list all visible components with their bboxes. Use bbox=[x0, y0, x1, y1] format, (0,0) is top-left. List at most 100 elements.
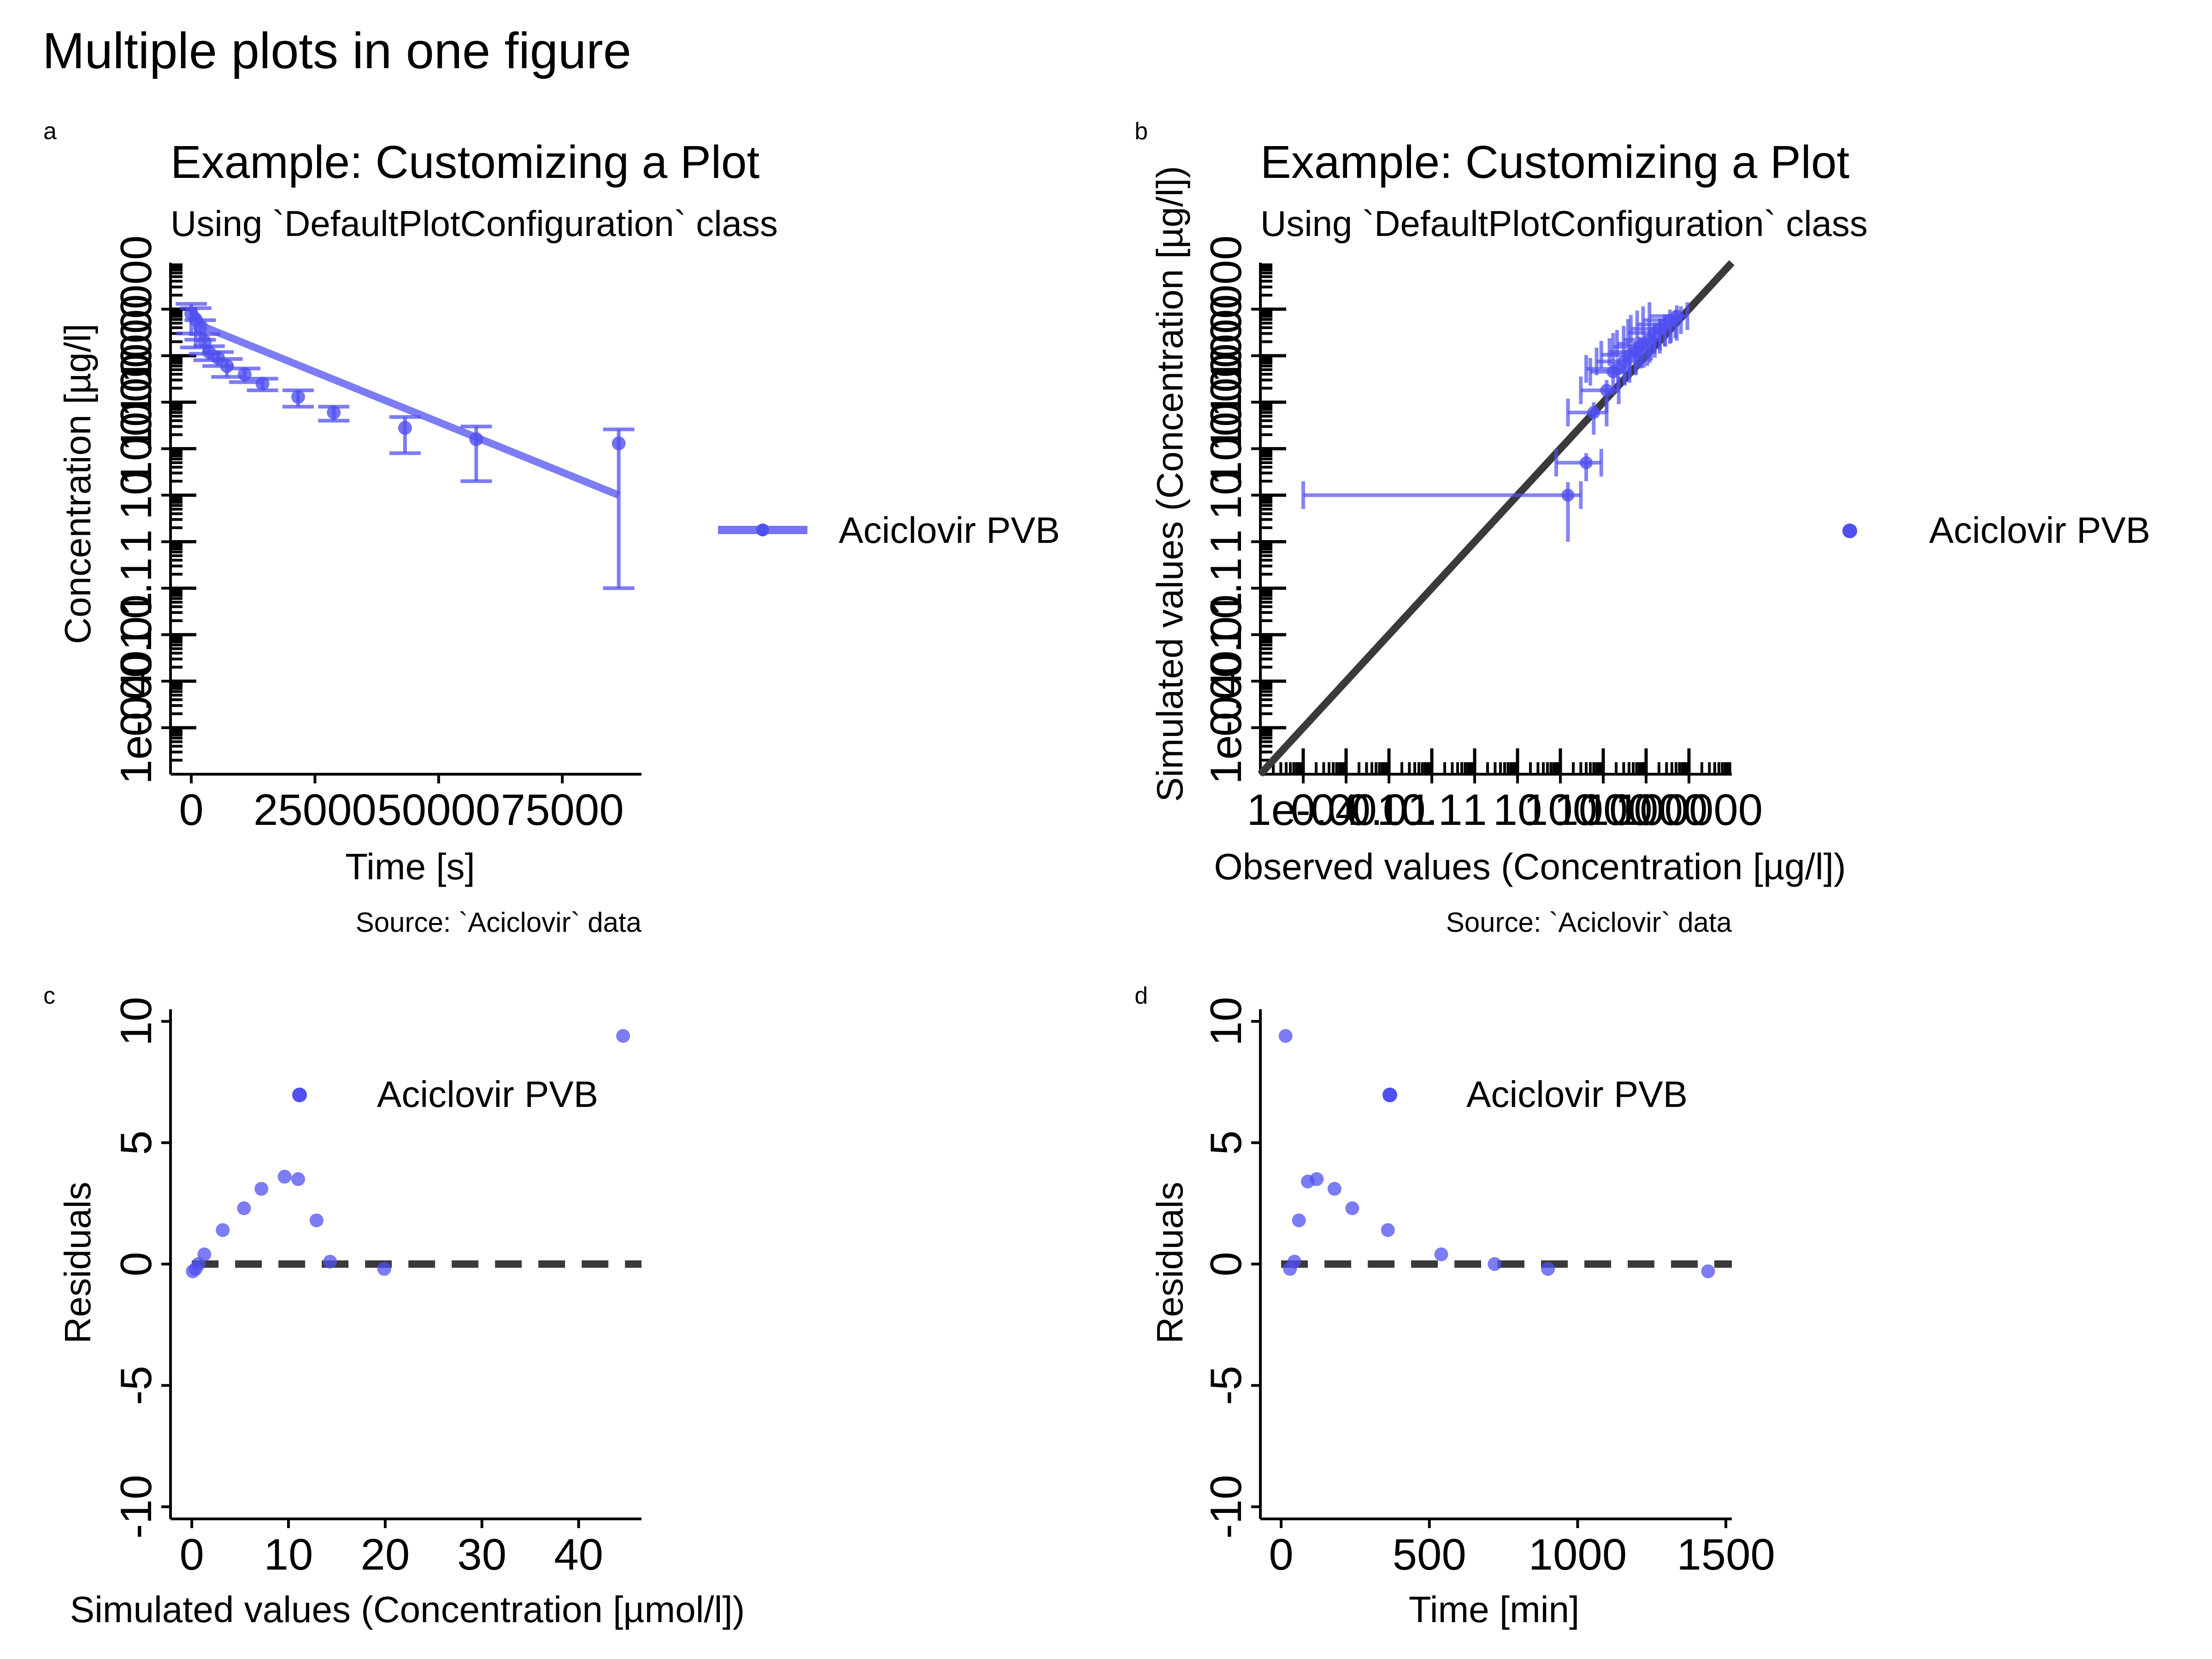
panel-d-legend-label: Aciclovir PVB bbox=[1466, 1074, 1688, 1115]
panel-a-observed-point bbox=[291, 390, 305, 404]
panel-a-legend-key-point bbox=[756, 524, 769, 536]
panel-d-tag: d bbox=[1135, 982, 1148, 1009]
panel-d-residual-point bbox=[1310, 1172, 1324, 1186]
x-tick-label: 1 bbox=[1462, 785, 1487, 835]
panel-a-observed-point bbox=[327, 406, 341, 420]
y-tick-label: 10 bbox=[112, 997, 161, 1046]
panel-a-legend-label: Aciclovir PVB bbox=[839, 510, 1060, 551]
panel-b: b Example: Customizing a Plot Using `Def… bbox=[1135, 118, 2150, 938]
y-tick-label: -5 bbox=[1201, 1366, 1251, 1405]
y-tick-label: -5 bbox=[112, 1366, 161, 1405]
panel-a-observed-point bbox=[193, 321, 207, 335]
y-tick-label: 1000 bbox=[1201, 353, 1251, 452]
y-tick-label: 0.1 bbox=[1201, 558, 1251, 619]
x-tick-label: 1e-04 bbox=[1247, 785, 1360, 835]
panel-b-data-point bbox=[1587, 406, 1600, 419]
panel-b-caption: Source: `Aciclovir` data bbox=[1446, 907, 1732, 938]
panel-a-y-axis-title: Concentration [µg/l] bbox=[57, 324, 98, 644]
y-tick-label: 0 bbox=[1201, 1252, 1251, 1276]
panel-c-tag: c bbox=[43, 982, 55, 1009]
panel-a-caption: Source: `Aciclovir` data bbox=[356, 907, 642, 938]
x-tick-label: 20 bbox=[360, 1530, 410, 1579]
panel-a-observed-point bbox=[255, 377, 270, 391]
panel-d-legend: Aciclovir PVB bbox=[1382, 1074, 1688, 1115]
panel-c-residual-point bbox=[323, 1254, 337, 1269]
panel-a-title: Example: Customizing a Plot bbox=[171, 136, 760, 188]
panel-a: a Example: Customizing a Plot Using `Def… bbox=[43, 118, 1060, 938]
x-tick-label: 0.1 bbox=[1401, 785, 1462, 835]
panel-c-residual-point bbox=[237, 1201, 251, 1215]
panel-d-residual-point bbox=[1488, 1257, 1502, 1271]
x-tick-label: 0 bbox=[179, 785, 203, 835]
y-tick-label: 10 bbox=[1201, 471, 1251, 520]
y-tick-label: 10000 bbox=[112, 294, 161, 417]
panel-b-x-axis-title: Observed values (Concentration [µg/l]) bbox=[1214, 846, 1846, 887]
y-tick-label: 0.001 bbox=[112, 626, 161, 736]
x-tick-label: 100 bbox=[1524, 785, 1597, 835]
y-tick-label: 100000 bbox=[112, 235, 161, 383]
panel-d-y-axis-title: Residuals bbox=[1149, 1182, 1190, 1343]
y-tick-label: -10 bbox=[1201, 1475, 1251, 1539]
panel-d-residual-point bbox=[1278, 1029, 1293, 1043]
panel-c-residual-point bbox=[277, 1170, 292, 1184]
panel-a-legend: Aciclovir PVB bbox=[718, 510, 1060, 551]
panel-d-residual-point bbox=[1434, 1247, 1448, 1261]
panel-b-legend-label: Aciclovir PVB bbox=[1929, 510, 2150, 551]
y-tick-label: 0.001 bbox=[1201, 626, 1251, 736]
x-tick-label: 0 bbox=[179, 1530, 204, 1579]
panel-d-x-ticks: 0 500 1000 1500 bbox=[1260, 1518, 1775, 1579]
panel-a-x-axis-title: Time [s] bbox=[345, 846, 475, 887]
panel-d-marks bbox=[1278, 1029, 1732, 1278]
panel-a-observed-point bbox=[469, 432, 483, 447]
panel-c-legend-key-point bbox=[292, 1088, 307, 1102]
panel-c: c Simulated values (Concentration [µmol/… bbox=[43, 982, 745, 1630]
panel-c-residual-point bbox=[291, 1172, 306, 1186]
panel-d-legend-key-point bbox=[1382, 1088, 1397, 1102]
panel-b-title: Example: Customizing a Plot bbox=[1260, 136, 1850, 188]
y-tick-label: 1000 bbox=[112, 353, 161, 452]
panel-b-legend-key-point bbox=[1842, 524, 1857, 538]
x-tick-label: 30 bbox=[457, 1530, 506, 1579]
x-tick-label: 10 bbox=[264, 1530, 313, 1579]
y-tick-label: 10 bbox=[112, 471, 161, 520]
y-tick-label: 1e-04 bbox=[1201, 671, 1251, 784]
x-tick-label: 10000 bbox=[1585, 785, 1708, 835]
x-tick-label: 25000 bbox=[253, 785, 377, 835]
y-tick-label: 100 bbox=[1201, 412, 1251, 486]
panel-c-legend: Aciclovir PVB bbox=[292, 1074, 598, 1115]
panel-c-residual-point bbox=[309, 1213, 324, 1228]
y-tick-label: 1 bbox=[112, 529, 161, 554]
panel-a-tag: a bbox=[43, 118, 57, 145]
panel-d-residual-point bbox=[1327, 1182, 1341, 1196]
panel-d-residual-point bbox=[1541, 1262, 1555, 1276]
panel-c-residual-point bbox=[197, 1247, 212, 1261]
x-tick-label: 40 bbox=[554, 1530, 603, 1579]
panel-a-observed-point bbox=[220, 359, 234, 373]
panel-a-marks bbox=[176, 302, 635, 590]
panel-b-data-point bbox=[1561, 488, 1575, 502]
panel-b-legend: Aciclovir PVB bbox=[1842, 510, 2150, 551]
panel-d-residual-point bbox=[1287, 1254, 1301, 1269]
panel-a-observed-point bbox=[612, 436, 626, 451]
y-tick-label: 1 bbox=[1201, 529, 1251, 554]
panel-b-data-point bbox=[1579, 456, 1593, 470]
panel-a-observed-point bbox=[398, 421, 412, 435]
panel-c-residual-point bbox=[616, 1029, 630, 1043]
x-tick-label: 500 bbox=[1393, 1530, 1466, 1579]
y-tick-label: 0.01 bbox=[1201, 592, 1251, 678]
y-tick-label: -10 bbox=[112, 1475, 161, 1539]
panel-b-marks bbox=[1258, 260, 1735, 777]
panel-b-tag: b bbox=[1135, 118, 1148, 145]
panel-c-residual-point bbox=[216, 1223, 230, 1237]
y-tick-label: 0 bbox=[112, 1252, 161, 1276]
panel-c-x-axis-title: Simulated values (Concentration [µmol/l]… bbox=[70, 1589, 745, 1630]
panel-d-residual-point bbox=[1381, 1223, 1395, 1237]
panel-b-data-point bbox=[1670, 309, 1683, 323]
panel-a-x-ticks: 0 25000 50000 75000 bbox=[171, 773, 641, 835]
panel-c-x-ticks: 0 10 20 30 40 bbox=[171, 1518, 641, 1579]
panel-c-residual-point bbox=[254, 1182, 269, 1196]
panel-c-marks bbox=[186, 1029, 641, 1278]
